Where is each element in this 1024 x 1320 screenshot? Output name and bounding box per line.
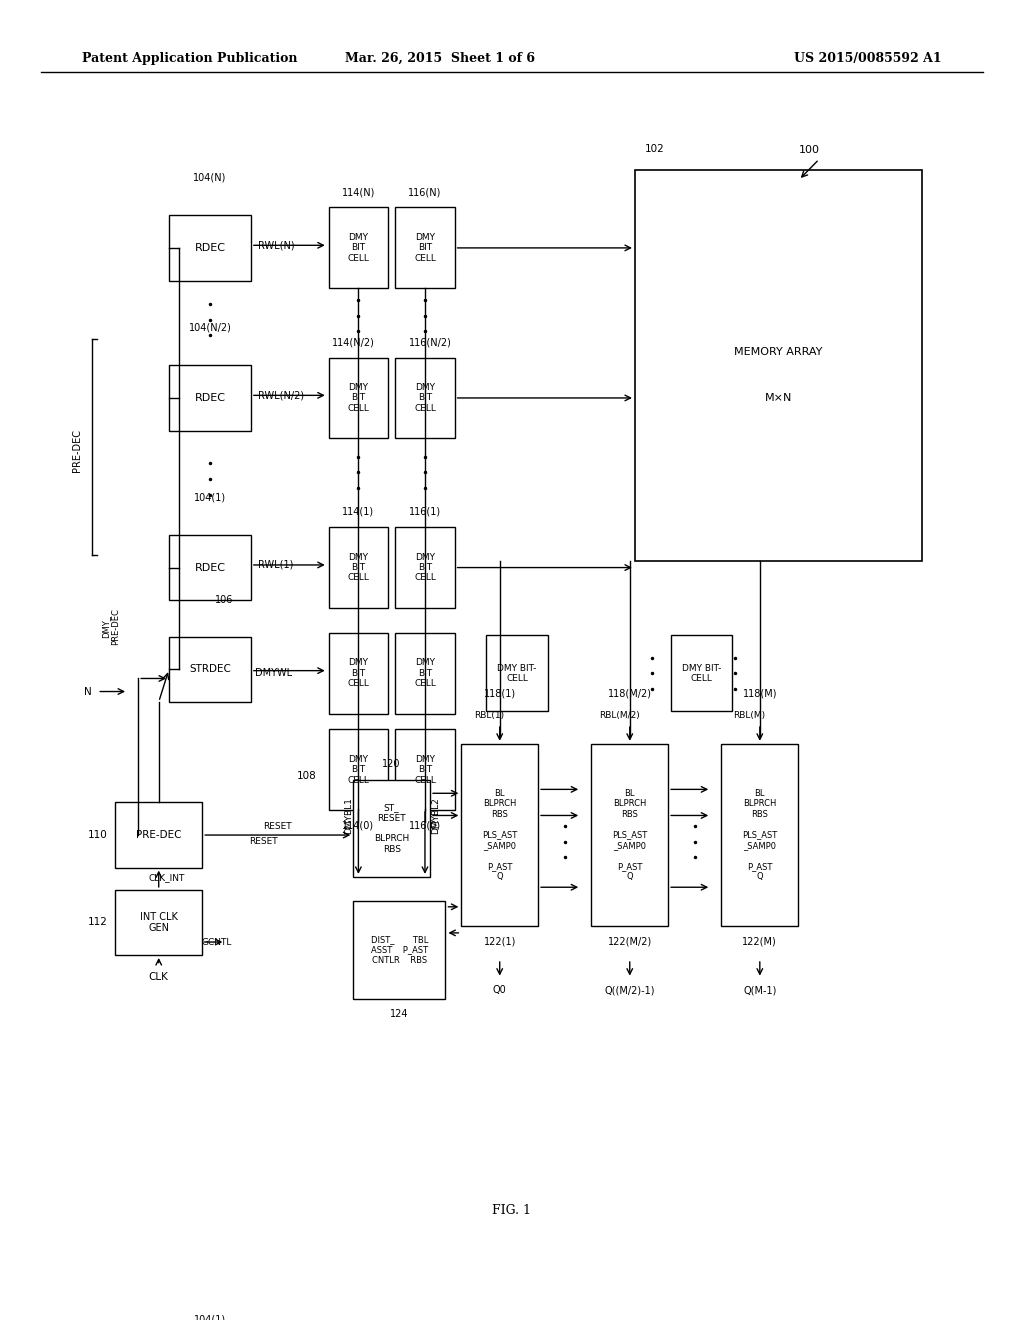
Text: 116(N/2): 116(N/2) <box>409 337 452 347</box>
Text: DMY
BIT
CELL: DMY BIT CELL <box>414 755 436 784</box>
Text: DMYBL1: DMYBL1 <box>344 797 352 834</box>
Text: 118(1): 118(1) <box>483 688 516 698</box>
Text: 122(1): 122(1) <box>483 937 516 946</box>
Text: 106: 106 <box>215 595 233 606</box>
Text: RBL(1): RBL(1) <box>474 711 505 721</box>
FancyBboxPatch shape <box>169 636 251 702</box>
FancyBboxPatch shape <box>169 215 251 281</box>
Text: 118(M/2): 118(M/2) <box>608 688 651 698</box>
Text: Mar. 26, 2015  Sheet 1 of 6: Mar. 26, 2015 Sheet 1 of 6 <box>345 53 536 65</box>
FancyBboxPatch shape <box>329 632 388 714</box>
FancyBboxPatch shape <box>671 635 732 711</box>
FancyBboxPatch shape <box>395 730 455 810</box>
Text: DIST_       TBL
ASST    P_AST
CNTLR    RBS: DIST_ TBL ASST P_AST CNTLR RBS <box>371 935 428 965</box>
Text: Patent Application Publication: Patent Application Publication <box>82 53 297 65</box>
Text: FIG. 1: FIG. 1 <box>493 1204 531 1217</box>
Text: DMY
BIT
CELL: DMY BIT CELL <box>347 553 370 582</box>
Text: RWL(N/2): RWL(N/2) <box>258 391 304 400</box>
FancyBboxPatch shape <box>329 207 388 288</box>
Text: 122(M): 122(M) <box>742 937 777 946</box>
Text: DMY
BIT
CELL: DMY BIT CELL <box>347 234 370 263</box>
Text: 104(1): 104(1) <box>194 492 226 503</box>
FancyBboxPatch shape <box>329 358 388 438</box>
Text: DMY
BIT
CELL: DMY BIT CELL <box>414 659 436 688</box>
Text: Q0: Q0 <box>493 985 507 995</box>
Text: RWL(1): RWL(1) <box>258 560 294 570</box>
Text: 102: 102 <box>645 144 665 154</box>
Text: RBL(M): RBL(M) <box>733 711 766 721</box>
FancyBboxPatch shape <box>395 358 455 438</box>
Text: CLK_INT: CLK_INT <box>148 874 185 883</box>
FancyBboxPatch shape <box>395 632 455 714</box>
Text: 114(N): 114(N) <box>342 187 375 197</box>
Text: 120: 120 <box>382 759 401 770</box>
Text: 110: 110 <box>88 830 108 840</box>
Text: RWL(N): RWL(N) <box>258 240 295 251</box>
Text: GCNTL: GCNTL <box>202 937 232 946</box>
FancyBboxPatch shape <box>353 902 445 999</box>
Text: RDEC: RDEC <box>195 243 225 253</box>
Text: RDEC: RDEC <box>195 562 225 573</box>
Text: STRDEC: STRDEC <box>189 664 230 675</box>
Text: 114(N/2): 114(N/2) <box>332 337 375 347</box>
Text: 116(0): 116(0) <box>409 821 441 830</box>
FancyBboxPatch shape <box>353 780 430 878</box>
Text: DMY
BIT
CELL: DMY BIT CELL <box>414 553 436 582</box>
Text: RBL(M/2): RBL(M/2) <box>599 711 640 721</box>
Text: N: N <box>84 686 92 697</box>
Text: 122(M/2): 122(M/2) <box>607 937 652 946</box>
Text: MEMORY ARRAY: MEMORY ARRAY <box>734 347 822 358</box>
FancyBboxPatch shape <box>115 890 203 956</box>
FancyBboxPatch shape <box>486 635 548 711</box>
FancyBboxPatch shape <box>721 743 799 927</box>
FancyBboxPatch shape <box>635 169 922 561</box>
Text: 104(1): 104(1) <box>194 1315 226 1320</box>
Text: BL
BLPRCH
RBS

PLS_AST
_SAMP0

P_AST
Q: BL BLPRCH RBS PLS_AST _SAMP0 P_AST Q <box>742 789 777 882</box>
FancyBboxPatch shape <box>115 803 203 867</box>
Text: 118(M): 118(M) <box>742 688 777 698</box>
Text: BL
BLPRCH
RBS

PLS_AST
_SAMP0

P_AST
Q: BL BLPRCH RBS PLS_AST _SAMP0 P_AST Q <box>482 789 517 882</box>
Text: 114(1): 114(1) <box>342 507 375 516</box>
Text: INT CLK
GEN: INT CLK GEN <box>140 912 177 933</box>
Text: DMY
BIT
CELL: DMY BIT CELL <box>414 383 436 413</box>
Text: 104(N): 104(N) <box>194 173 226 182</box>
Text: 116(N): 116(N) <box>409 187 441 197</box>
Text: 114(0): 114(0) <box>342 821 375 830</box>
FancyBboxPatch shape <box>461 743 539 927</box>
FancyBboxPatch shape <box>592 743 668 927</box>
Text: US 2015/0085592 A1: US 2015/0085592 A1 <box>795 53 942 65</box>
Text: 104(N/2): 104(N/2) <box>188 322 231 333</box>
Text: BL
BLPRCH
RBS

PLS_AST
_SAMP0

P_AST
Q: BL BLPRCH RBS PLS_AST _SAMP0 P_AST Q <box>612 789 647 882</box>
Text: DMY_
PRE-DEC: DMY_ PRE-DEC <box>101 607 120 644</box>
Text: Q(M-1): Q(M-1) <box>743 985 776 995</box>
Text: 108: 108 <box>297 771 316 781</box>
FancyBboxPatch shape <box>395 207 455 288</box>
FancyBboxPatch shape <box>395 527 455 609</box>
Text: DMY
BIT
CELL: DMY BIT CELL <box>347 383 370 413</box>
Text: 116(1): 116(1) <box>409 507 441 516</box>
Text: 100: 100 <box>799 145 820 154</box>
FancyBboxPatch shape <box>169 535 251 601</box>
Text: PRE-DEC: PRE-DEC <box>72 429 82 471</box>
Text: M×N: M×N <box>765 393 792 403</box>
Text: DMY
BIT
CELL: DMY BIT CELL <box>347 659 370 688</box>
Text: DMYBL2: DMYBL2 <box>431 797 439 834</box>
FancyBboxPatch shape <box>329 730 388 810</box>
Text: DMY
BIT
CELL: DMY BIT CELL <box>414 234 436 263</box>
Text: DMYWL: DMYWL <box>255 668 292 678</box>
FancyBboxPatch shape <box>169 366 251 430</box>
Text: RESET: RESET <box>249 837 278 846</box>
Text: ST_
RESET

BLPRCH
RBS: ST_ RESET BLPRCH RBS <box>374 803 410 854</box>
Text: 124: 124 <box>390 1010 409 1019</box>
Text: RDEC: RDEC <box>195 393 225 403</box>
Text: RESET: RESET <box>263 822 292 832</box>
Text: DMY BIT-
CELL: DMY BIT- CELL <box>682 664 721 682</box>
Text: PRE-DEC: PRE-DEC <box>136 830 181 840</box>
Text: 112: 112 <box>88 917 108 928</box>
Text: CLK: CLK <box>148 972 169 982</box>
Text: Q((M/2)-1): Q((M/2)-1) <box>604 985 655 995</box>
Text: DMY BIT-
CELL: DMY BIT- CELL <box>498 664 537 682</box>
FancyBboxPatch shape <box>329 527 388 609</box>
Text: DMY
BIT
CELL: DMY BIT CELL <box>347 755 370 784</box>
